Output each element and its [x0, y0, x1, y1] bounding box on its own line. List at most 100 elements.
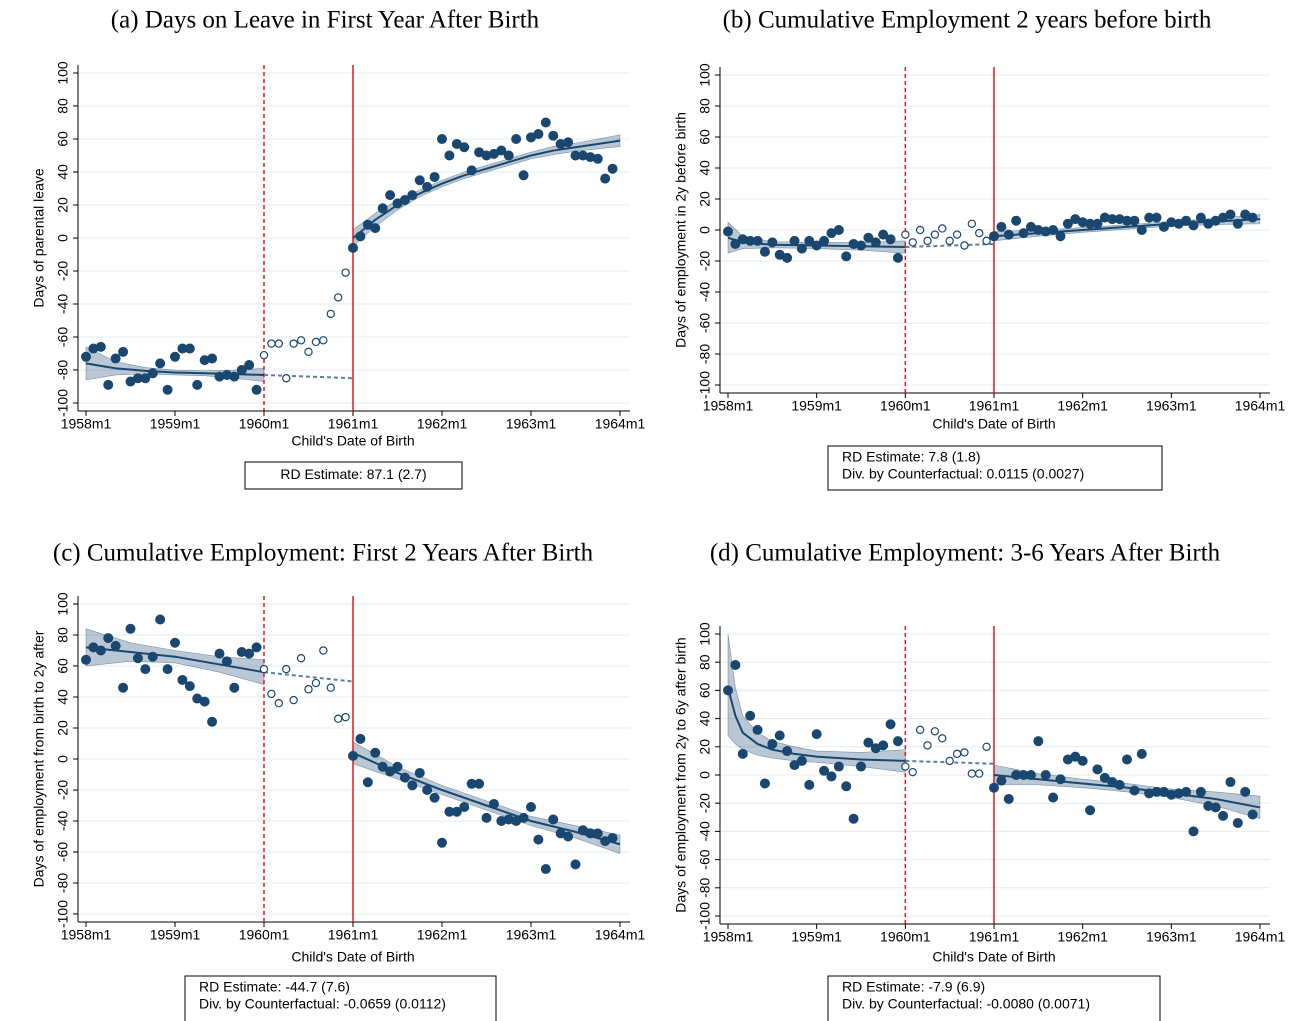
data-point: [1225, 209, 1236, 220]
data-point: [319, 646, 328, 655]
y-tick-label: 0: [697, 226, 713, 234]
data-point: [429, 171, 440, 182]
y-tick-label: -60: [55, 842, 71, 862]
y-tick-label: -80: [55, 873, 71, 893]
data-point: [422, 785, 433, 796]
data-point: [95, 645, 106, 656]
data-point: [901, 230, 910, 239]
data-point: [377, 761, 388, 772]
data-point: [169, 637, 180, 648]
data-point: [533, 834, 544, 845]
data-point: [982, 742, 991, 752]
data-point: [1136, 748, 1147, 759]
x-tick-label: 1958m1: [61, 416, 112, 432]
data-point: [811, 240, 822, 251]
data-point: [436, 837, 447, 848]
y-tick-label: 80: [697, 654, 713, 670]
data-point: [347, 242, 358, 253]
data-point: [296, 654, 306, 663]
data-point: [304, 347, 313, 357]
data-point: [975, 228, 984, 238]
panel: (c) Cumulative Employment: First 2 Years…: [31, 540, 646, 1021]
data-point: [723, 685, 734, 696]
fit-line: [352, 751, 621, 846]
x-tick-label: 1960m1: [239, 927, 290, 943]
data-point: [863, 232, 874, 243]
data-point: [1003, 229, 1014, 240]
data-point: [1247, 809, 1258, 820]
panel-title: (c) Cumulative Employment: First 2 Years…: [53, 540, 594, 567]
data-point: [923, 741, 932, 750]
annotation-text: RD Estimate: -44.7 (7.6): [199, 979, 350, 995]
x-tick-label: 1958m1: [703, 398, 754, 414]
data-point: [282, 374, 291, 383]
data-point: [518, 812, 529, 823]
data-point: [723, 226, 734, 237]
y-tick-label: 40: [55, 164, 71, 180]
data-point: [878, 740, 889, 751]
data-point: [407, 780, 418, 791]
data-point: [782, 252, 793, 263]
data-point: [1188, 220, 1199, 231]
data-point: [103, 379, 114, 390]
data-point: [730, 660, 741, 671]
y-tick-label: -80: [697, 877, 713, 897]
data-point: [811, 729, 822, 740]
data-point: [975, 769, 984, 778]
data-point: [1225, 777, 1236, 788]
data-point: [1210, 802, 1221, 813]
data-point: [296, 336, 306, 345]
data-point: [244, 360, 255, 371]
data-point: [1232, 218, 1243, 229]
data-point: [952, 230, 962, 239]
data-point: [915, 725, 925, 735]
y-axis-label: Days of employment from birth to 2y afte…: [31, 630, 47, 887]
data-point: [229, 682, 240, 693]
data-point: [789, 760, 800, 771]
y-tick-label: -60: [55, 327, 71, 347]
x-tick-label: 1961m1: [328, 416, 379, 432]
data-point: [370, 223, 381, 234]
data-point: [488, 798, 499, 809]
x-axis-label: Child's Date of Birth: [291, 949, 414, 965]
data-point: [399, 195, 410, 206]
fit-line: [993, 774, 1261, 809]
data-point: [155, 358, 166, 369]
data-point: [600, 173, 611, 184]
data-point: [833, 761, 844, 772]
y-tick-label: -20: [55, 261, 71, 281]
data-point: [1048, 224, 1059, 235]
data-point: [140, 373, 151, 384]
data-point: [759, 246, 770, 257]
data-point: [856, 761, 867, 772]
data-point: [81, 654, 92, 665]
data-point: [938, 224, 947, 233]
y-axis-label: Days of employment in 2y before birth: [673, 112, 689, 348]
data-point: [459, 802, 470, 813]
data-point: [125, 623, 136, 634]
data-point: [908, 238, 917, 247]
data-point: [930, 727, 940, 736]
x-tick-label: 1961m1: [969, 398, 1020, 414]
x-tick-label: 1964m1: [595, 927, 646, 943]
data-point: [752, 724, 763, 735]
y-tick-label: 40: [697, 160, 713, 176]
data-point: [967, 219, 977, 228]
data-point: [207, 353, 218, 364]
x-tick-label: 1961m1: [969, 929, 1020, 945]
data-point: [1099, 772, 1110, 783]
data-point: [782, 746, 793, 757]
data-point: [385, 190, 396, 201]
data-point: [341, 268, 350, 277]
data-point: [1085, 805, 1096, 816]
x-tick-label: 1959m1: [791, 929, 842, 945]
y-tick-label: 100: [697, 622, 713, 646]
y-tick-label: 60: [55, 131, 71, 147]
data-point: [1040, 770, 1051, 781]
data-point: [819, 235, 830, 246]
data-point: [526, 802, 537, 813]
data-point: [326, 309, 335, 319]
y-tick-label: 0: [697, 771, 713, 779]
data-point: [347, 750, 358, 761]
data-point: [1136, 224, 1147, 235]
